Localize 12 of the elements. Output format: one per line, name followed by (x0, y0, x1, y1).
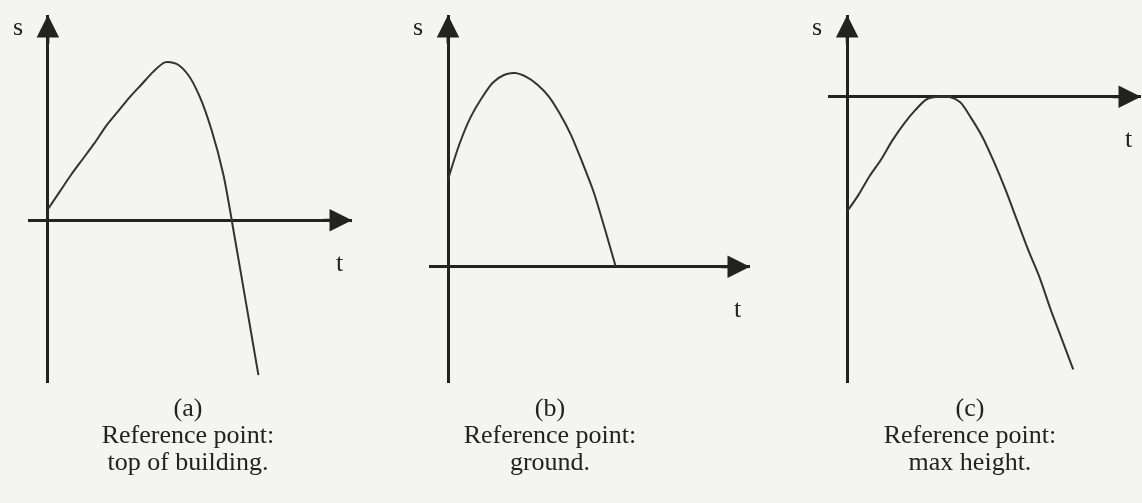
text: (c) (954, 393, 986, 422)
x-axis-title: t (336, 248, 344, 277)
text: (b) (533, 393, 567, 422)
x-axis-title: t (1125, 124, 1133, 153)
y-axis-title: s (13, 12, 24, 41)
text: Reference point: top of building. (101, 420, 275, 476)
y-axis-title: s (812, 12, 823, 41)
text: (a) (172, 393, 204, 422)
text: Reference point: max height. (883, 420, 1057, 476)
text: Reference point: ground. (463, 420, 637, 476)
y-axis-title: s (413, 12, 424, 41)
x-axis-title: t (734, 294, 742, 323)
